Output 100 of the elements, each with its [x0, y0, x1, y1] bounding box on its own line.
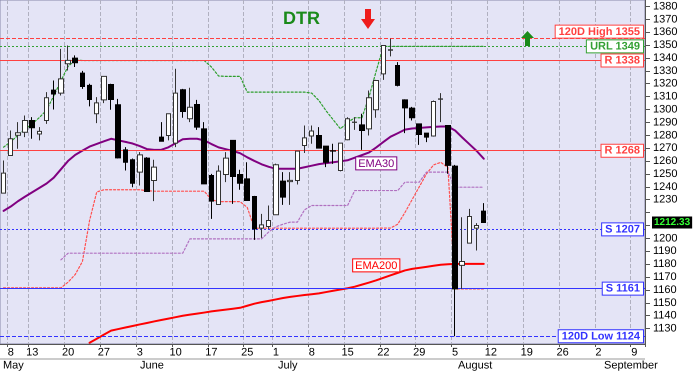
x-tick-label: 13 — [26, 346, 38, 358]
candlestick — [395, 62, 400, 87]
candlestick — [144, 156, 150, 192]
candlestick — [259, 213, 264, 238]
candlestick — [58, 48, 64, 96]
y-tick-label: 1280 — [653, 129, 678, 142]
candlestick — [216, 164, 221, 206]
y-tick-label: 1360 — [653, 26, 678, 38]
candlestick — [266, 205, 271, 230]
candlestick — [309, 124, 314, 144]
y-tick-label: 1200 — [653, 232, 678, 244]
candlestick — [137, 152, 143, 186]
candlestick — [345, 116, 350, 141]
candlestick — [8, 130, 13, 156]
y-tick-label: 1340 — [653, 52, 678, 64]
candlestick — [338, 142, 343, 172]
x-tick-label: 8 — [8, 346, 14, 358]
y-tick-label: 1160 — [653, 284, 677, 296]
candlestick — [180, 88, 186, 118]
ref-line-label: R 1338 — [604, 54, 640, 67]
candlestick — [108, 83, 114, 110]
candlestick — [223, 152, 229, 183]
candlestick — [166, 112, 171, 141]
y-tick-label: 1230 — [653, 194, 678, 206]
candlestick — [352, 116, 357, 130]
candlestick — [280, 172, 286, 206]
x-tick-label: 5 — [452, 346, 458, 358]
candlestick — [101, 76, 107, 104]
text: May — [3, 360, 24, 372]
candlestick — [252, 195, 257, 240]
candlestick — [459, 216, 465, 290]
candlestick — [438, 92, 443, 123]
candlestick — [481, 202, 486, 224]
candlestick — [424, 132, 429, 143]
x-tick-label: 26 — [556, 346, 569, 358]
candlestick — [431, 100, 436, 138]
series-label: EMA30 — [358, 158, 394, 170]
y-tick-label: 1140 — [653, 310, 677, 322]
candlestick — [87, 83, 92, 107]
x-tick-label: 2 — [595, 346, 602, 358]
x-tick-label: 29 — [413, 346, 426, 358]
y-tick-label: 1170 — [653, 271, 677, 284]
candlestick — [416, 123, 422, 146]
line-series — [60, 172, 484, 260]
candlestick — [159, 122, 164, 142]
candlestick — [151, 159, 157, 202]
text: August — [458, 360, 492, 372]
candlestick — [209, 173, 214, 220]
y-tick-label: 1310 — [653, 90, 678, 103]
y-tick-label: 1300 — [653, 104, 678, 116]
candlestick — [80, 70, 85, 90]
x-tick-label: 27 — [98, 346, 110, 358]
candlestick — [388, 38, 393, 57]
candlestick — [295, 150, 300, 185]
candlestick — [51, 80, 56, 110]
x-tick-label: 1 — [272, 346, 279, 358]
y-tick-label: 1380 — [653, 0, 678, 12]
y-tick-label: 1250 — [653, 168, 678, 180]
x-tick-label: 20 — [62, 346, 74, 358]
candlestick — [72, 54, 78, 68]
candlestick — [302, 124, 307, 154]
y-tick-label: 1290 — [653, 116, 678, 128]
annotation: DTR — [283, 8, 320, 28]
ref-line-label: 120D Low 1124 — [562, 330, 641, 342]
ref-line-label: 120D High 1355 — [558, 26, 640, 38]
candlestick — [123, 146, 128, 171]
candlestick — [65, 44, 71, 71]
candlestick — [115, 98, 121, 159]
x-tick-label: 3 — [136, 346, 143, 358]
ref-line-label: S 1207 — [605, 223, 640, 236]
candlestick — [130, 158, 135, 188]
y-tick-label: 1320 — [653, 78, 678, 90]
x-tick-label: 15 — [341, 346, 354, 358]
x-tick-label: 17 — [205, 346, 218, 358]
line-series — [88, 262, 485, 344]
series-label: EMA200 — [355, 260, 398, 272]
x-tick-label: 22 — [377, 346, 390, 358]
text: September — [604, 360, 658, 372]
x-tick-label: 8 — [308, 346, 315, 358]
y-tick-label: 1240 — [653, 180, 678, 193]
candlestick — [359, 113, 365, 150]
candlestick — [94, 96, 99, 124]
y-tick-label: 1370 — [653, 13, 678, 26]
text: July — [278, 360, 298, 372]
ref-line-label: S 1161 — [606, 282, 640, 295]
x-tick-label: 19 — [520, 346, 533, 358]
candlestick — [201, 122, 207, 185]
candlestick — [29, 116, 35, 140]
text: June — [140, 360, 164, 372]
y-tick-label: 1260 — [653, 155, 678, 168]
candlestick — [381, 44, 386, 80]
y-tick-label: 1180 — [653, 258, 677, 270]
text: 1212.33 — [654, 216, 691, 228]
candlestick — [44, 92, 49, 124]
candlestick — [1, 160, 6, 194]
candlestick — [273, 163, 279, 216]
x-tick-label: 9 — [631, 346, 638, 358]
y-tick-label: 1270 — [653, 142, 678, 154]
line-series — [2, 126, 485, 212]
candlestick — [187, 87, 193, 123]
